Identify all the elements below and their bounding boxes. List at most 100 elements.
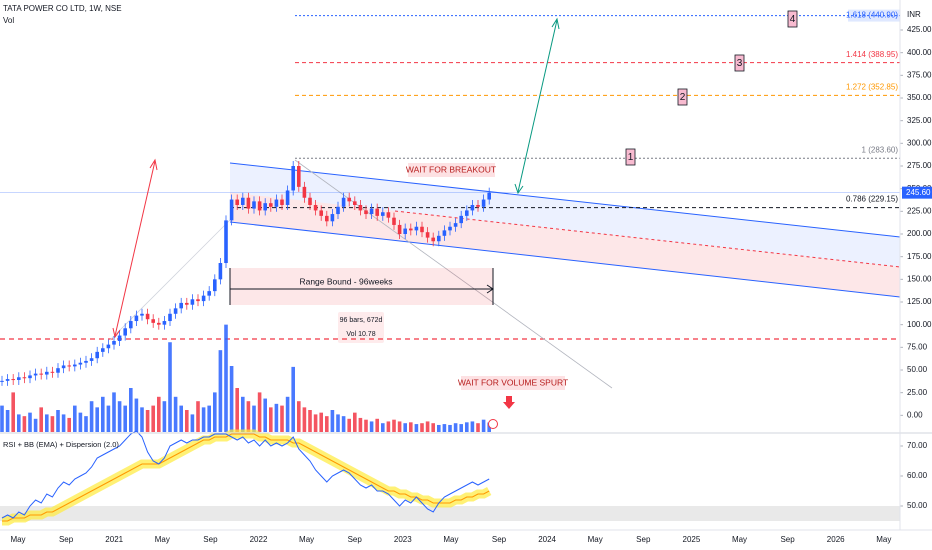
candle-body (448, 226, 452, 231)
candle-body (173, 308, 178, 314)
volume-bar (420, 423, 424, 432)
volume-bar (67, 417, 71, 432)
volume-bar (201, 407, 206, 432)
wave-box (787, 10, 798, 28)
candle-body (89, 358, 94, 361)
candle-body (280, 199, 284, 205)
x-tick-label: May (876, 535, 891, 544)
y-tick-label: 100.00 (907, 320, 932, 329)
candle-body (291, 166, 295, 191)
x-tick-label: 2025 (683, 535, 701, 544)
y-tick-label: 25.00 (907, 388, 928, 397)
channel-lower (229, 221, 901, 298)
wave-box (677, 88, 688, 106)
candle-body (5, 379, 10, 381)
candle-body (95, 351, 99, 359)
rsi-tick-label: 70.00 (907, 441, 928, 450)
x-tick-label: Sep (59, 535, 74, 544)
volume-bar (263, 398, 267, 432)
volume-bar (185, 410, 189, 432)
volume-bar (129, 388, 133, 432)
candle-body (190, 299, 195, 305)
volume-bar (291, 366, 295, 432)
volume-bar (196, 401, 200, 432)
x-tick-label: May (299, 535, 314, 544)
volume-bar (56, 410, 60, 432)
candle-body (39, 373, 43, 375)
candle-body (308, 197, 312, 205)
candle-body (285, 190, 290, 205)
volume-bar (386, 421, 391, 432)
candle-body (353, 201, 357, 205)
candle-body (369, 208, 374, 215)
candle-body (442, 230, 447, 236)
chart-title: TATA POWER CO LTD, 1W, NSE (3, 4, 122, 13)
volume-bar (341, 416, 346, 432)
volume-bar (33, 418, 38, 432)
volume-bar (285, 396, 290, 432)
candle-body (229, 199, 234, 221)
candle-body (185, 302, 189, 305)
candle-body (437, 235, 441, 242)
y-tick-label: 125.00 (907, 297, 932, 306)
volume-bar (179, 405, 183, 432)
candle-body (409, 228, 413, 231)
candle-body (431, 237, 435, 242)
arrowhead (149, 158, 158, 171)
arrow (114, 160, 156, 337)
candle-body (196, 299, 200, 302)
candle-body (386, 212, 391, 218)
volume-bar (397, 421, 402, 432)
channel-fill-lower (230, 192, 900, 297)
candle-body (297, 166, 301, 187)
candle-body (241, 197, 245, 205)
rsi-title: RSI + BB (EMA) + Dispersion (2.0) (3, 440, 119, 449)
candle-body (420, 226, 424, 233)
candle-body (73, 364, 77, 367)
volume-bar (157, 396, 161, 432)
candle-body (112, 340, 116, 345)
volume-bar (218, 350, 223, 432)
candle-body (61, 365, 66, 369)
volume-bar (431, 423, 435, 432)
volume-bar (414, 424, 419, 432)
y-tick-label: 400.00 (907, 48, 932, 57)
candle-body (218, 263, 223, 280)
arrowhead (112, 327, 121, 339)
candle-body (263, 203, 267, 211)
candle-body (381, 212, 385, 216)
x-tick-label: May (10, 535, 25, 544)
candle-body (11, 379, 15, 381)
y-tick-label: 75.00 (907, 342, 928, 351)
tooltip: Vol 10.78 (346, 331, 375, 338)
channel-upper (229, 162, 901, 238)
candle-body (224, 220, 228, 264)
candle-body (257, 201, 262, 211)
x-tick-label: 2023 (394, 535, 412, 544)
volume-bar (168, 342, 172, 432)
candle-body (179, 302, 183, 309)
volume-bar (50, 416, 55, 432)
candle-body (22, 377, 27, 379)
arrow (517, 19, 558, 193)
volume-bar (78, 412, 83, 432)
volume-bar (375, 418, 379, 432)
candle-body (465, 210, 469, 216)
volume-bar (145, 410, 150, 432)
annotation: Range Bound - 96weeks (299, 276, 392, 286)
candle-body (269, 203, 273, 207)
y-tick-label: 0.00 (907, 410, 923, 419)
x-tick-label: Sep (636, 535, 651, 544)
annotation-bg (461, 376, 565, 390)
volume-bar (134, 398, 139, 432)
volume-bar (235, 388, 239, 432)
candle-body (101, 348, 105, 352)
candle-body (325, 215, 329, 222)
volume-bar (140, 407, 144, 432)
candle-body (347, 197, 351, 202)
volume-bar (470, 421, 475, 432)
volume-bar (302, 407, 307, 432)
candle-body (459, 215, 463, 224)
last-price-tag (902, 186, 932, 199)
volume-bar (487, 422, 491, 432)
